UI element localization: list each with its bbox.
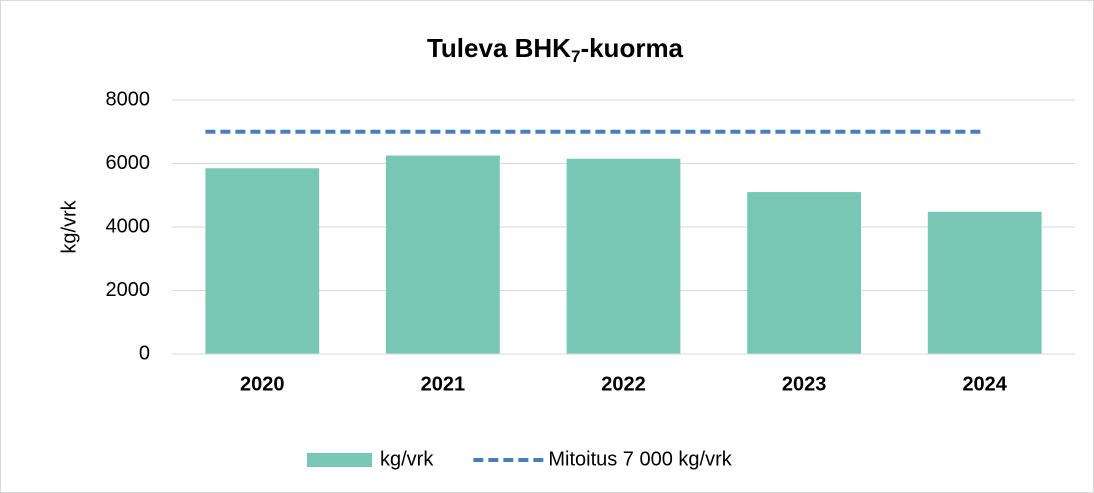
y-tick-label: 4000 xyxy=(106,215,151,237)
bar xyxy=(747,192,861,354)
x-tick-label: 2022 xyxy=(601,373,646,395)
y-tick-label: 0 xyxy=(139,342,150,364)
title-text: -kuorma xyxy=(580,33,683,63)
y-tick-label: 2000 xyxy=(106,279,151,301)
bar xyxy=(927,211,1042,354)
y-tick-label: 6000 xyxy=(106,152,151,174)
bar xyxy=(386,155,500,354)
bar xyxy=(205,168,320,354)
legend-label: kg/vrk xyxy=(380,448,434,470)
x-tick-label: 2024 xyxy=(962,373,1007,395)
x-tick-label: 2020 xyxy=(240,373,285,395)
x-tick-label: 2023 xyxy=(782,373,827,395)
chart-title: Tuleva BHK7-kuorma xyxy=(427,33,684,67)
bar xyxy=(566,158,681,354)
title-subscript: 7 xyxy=(571,47,580,66)
legend-swatch xyxy=(307,453,372,467)
y-tick-label: 8000 xyxy=(106,88,151,110)
legend-label: Mitoitus 7 000 kg/vrk xyxy=(548,448,732,470)
y-axis-label: kg/vrk xyxy=(58,199,80,253)
x-tick-label: 2021 xyxy=(421,373,466,395)
title-text: Tuleva BHK xyxy=(427,33,571,63)
